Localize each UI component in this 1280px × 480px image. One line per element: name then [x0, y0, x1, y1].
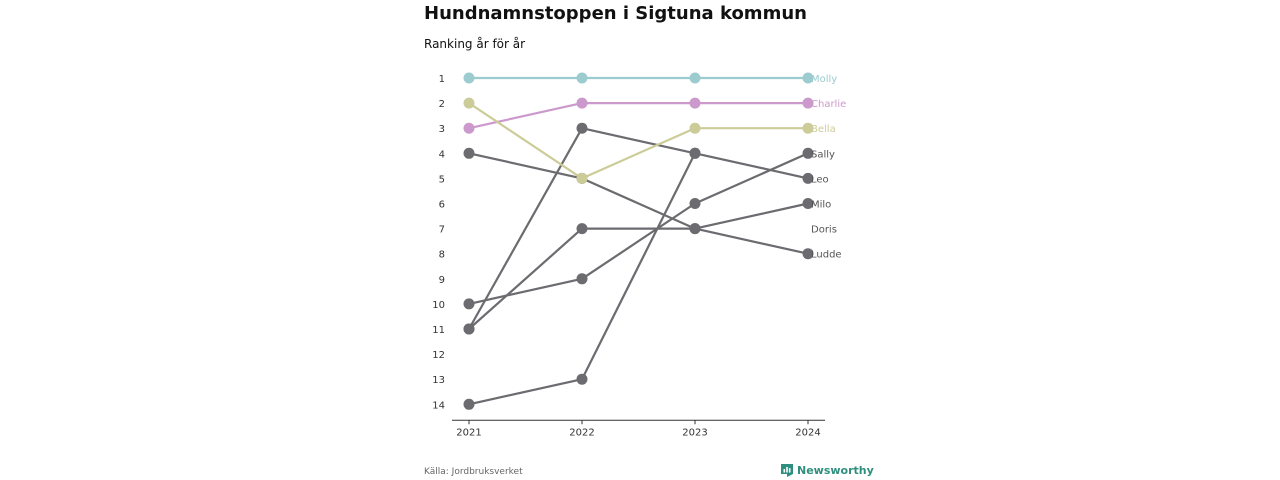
- point-bella-2024: [802, 122, 814, 134]
- point-charlie-2023: [689, 97, 701, 109]
- series-label-ludde: Ludde: [811, 250, 842, 261]
- point-leo-2022: [576, 122, 588, 134]
- y-tick-label: 7: [439, 225, 445, 236]
- x-tick-label: 2021: [456, 427, 481, 438]
- series-label-leo: Leo: [811, 174, 829, 185]
- point-sally-2022: [576, 273, 588, 285]
- point-sally-2023: [689, 198, 701, 209]
- point-doris-2023: [689, 147, 701, 159]
- series-line-leo: [468, 127, 809, 330]
- series-line-bella: [468, 102, 808, 180]
- point-ludde-2022: [576, 223, 588, 235]
- y-tick-label: 14: [432, 400, 445, 411]
- point-charlie-2024: [802, 97, 814, 109]
- point-molly-2024: [802, 72, 814, 84]
- point-doris-2022: [576, 373, 588, 385]
- series-points: [463, 72, 814, 410]
- point-ludde-2024: [802, 248, 814, 260]
- y-tick-label: 11: [432, 325, 445, 336]
- series-label-charlie: Charlie: [811, 99, 846, 110]
- series-lines: [468, 76, 809, 406]
- point-milo-2021: [463, 147, 475, 159]
- point-bella-2021: [463, 97, 475, 109]
- y-tick-label: 2: [439, 99, 445, 110]
- series-label-molly: Molly: [811, 74, 837, 85]
- y-tick-label: 5: [439, 174, 445, 185]
- point-bella-2023: [689, 122, 701, 134]
- point-ludde-2021: [463, 323, 475, 335]
- point-charlie-2022: [576, 97, 588, 109]
- series-label-milo: Milo: [811, 200, 831, 211]
- y-tick-label: 4: [439, 149, 445, 160]
- series-label-doris: Doris: [811, 225, 837, 236]
- brand[interactable]: Newsworthy: [781, 464, 874, 477]
- point-sally-2024: [802, 147, 814, 159]
- point-molly-2021: [463, 72, 475, 84]
- point-doris-2021: [463, 398, 475, 410]
- chart-card: Hundnamnstoppen i Sigtuna kommun Ranking…: [424, 0, 874, 480]
- series-line-milo: [468, 152, 809, 230]
- series-line-ludde: [468, 227, 809, 330]
- x-tick-label: 2022: [569, 427, 594, 438]
- brand-name: Newsworthy: [797, 464, 874, 477]
- chart-title: Hundnamnstoppen i Sigtuna kommun: [424, 3, 807, 24]
- series-labels: Molly Charlie Bella Sally Leo Milo Doris Ludde: [811, 74, 846, 261]
- y-tick-label: 6: [439, 200, 445, 211]
- y-tick-label: 1: [439, 74, 445, 85]
- y-tick-label: 9: [439, 275, 445, 286]
- series-label-bella: Bella: [811, 124, 836, 135]
- x-tick-label: 2023: [682, 427, 707, 438]
- y-tick-label: 13: [432, 375, 445, 386]
- point-charlie-2021: [463, 122, 475, 134]
- series-line-sally: [468, 152, 809, 305]
- chart-subtitle: Ranking år för år: [424, 37, 526, 51]
- source-note: Källa: Jordbruksverket: [424, 467, 523, 477]
- point-leo-2024: [802, 172, 814, 184]
- point-milo-2024: [802, 198, 814, 209]
- point-molly-2022: [576, 72, 588, 84]
- series-line-charlie: [468, 102, 808, 130]
- series-label-sally: Sally: [811, 149, 835, 160]
- point-sally-2021: [463, 298, 475, 310]
- y-tick-label: 12: [432, 350, 445, 361]
- y-tick-label: 8: [439, 250, 445, 261]
- x-tick-label: 2024: [795, 427, 820, 438]
- point-ludde-2023: [689, 223, 701, 235]
- y-tick-label: 10: [432, 300, 445, 311]
- point-molly-2023: [689, 72, 701, 84]
- point-bella-2022: [576, 172, 588, 184]
- y-tick-label: 3: [439, 124, 445, 135]
- newsworthy-logo-icon: [781, 464, 793, 477]
